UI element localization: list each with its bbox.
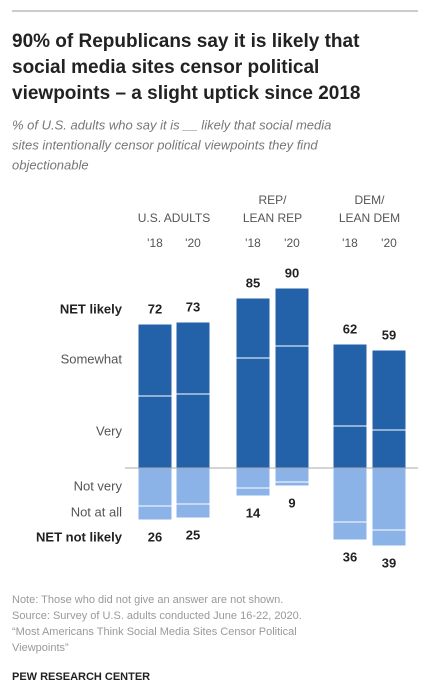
data-label: 39	[382, 555, 396, 570]
bar-segment	[371, 529, 407, 547]
bar-segment	[371, 467, 407, 531]
data-label: 9	[288, 495, 295, 510]
bar-segment	[137, 323, 173, 397]
x-tick-label: '20	[284, 236, 300, 250]
data-label: 14	[246, 505, 261, 520]
subtitle: sites intentionally censor political vie…	[12, 137, 318, 152]
chart-title: 90% of Republicans say it is likely that	[12, 31, 360, 52]
series-label: Very	[96, 423, 123, 438]
bar-segment	[175, 503, 211, 519]
data-label: 26	[148, 529, 162, 544]
series-label: Somewhat	[61, 351, 123, 366]
bar-segment	[332, 467, 368, 523]
subtitle: % of U.S. adults who say it is __ likely…	[12, 117, 331, 132]
series-label: Not very	[74, 478, 123, 493]
bar-segment	[175, 321, 211, 395]
data-label: 90	[285, 265, 299, 280]
bar-segment	[274, 481, 310, 487]
data-label: 36	[343, 549, 357, 564]
x-tick-label: '18	[245, 236, 261, 250]
note: Viewpoints”	[12, 642, 69, 654]
data-label: 59	[382, 327, 396, 342]
group-label: DEM/	[355, 193, 386, 207]
chart-title: viewpoints – a slight uptick since 2018	[12, 83, 360, 104]
bar-segment	[274, 467, 310, 483]
series-label: Not at all	[71, 504, 122, 519]
net-label: NET not likely	[36, 529, 123, 544]
bar-segment	[332, 521, 368, 541]
x-tick-label: '18	[342, 236, 358, 250]
data-label: 85	[246, 275, 260, 290]
bar-segment	[235, 297, 271, 359]
bar-segment	[274, 345, 310, 469]
net-label: NET likely	[60, 301, 123, 316]
subtitle: objectionable	[12, 157, 89, 172]
bar-segment	[371, 349, 407, 431]
note: Note: Those who did not give an answer a…	[12, 594, 283, 606]
bar-segment	[371, 429, 407, 469]
data-label: 25	[186, 527, 200, 542]
group-label: LEAN REP	[243, 211, 302, 225]
bar-segment	[235, 357, 271, 469]
bar-segment	[332, 425, 368, 469]
x-tick-label: '18	[147, 236, 163, 250]
bar-segment	[235, 487, 271, 497]
bar-segment	[137, 505, 173, 521]
bar-segment	[137, 395, 173, 469]
x-tick-label: '20	[185, 236, 201, 250]
bar-segment	[175, 393, 211, 469]
bar-segment	[175, 467, 211, 505]
data-label: 62	[343, 321, 357, 336]
chart-title: social media sites censor political	[12, 57, 319, 78]
bar-segment	[332, 343, 368, 427]
bar-segment	[137, 467, 173, 507]
bar-segment	[274, 287, 310, 347]
note: Source: Survey of U.S. adults conducted …	[12, 610, 302, 622]
x-tick-label: '20	[381, 236, 397, 250]
note: “Most Americans Think Social Media Sites…	[12, 626, 297, 638]
data-label: 73	[186, 299, 200, 314]
group-label: LEAN DEM	[339, 211, 400, 225]
group-label: REP/	[258, 193, 287, 207]
group-label: U.S. ADULTS	[138, 211, 210, 225]
bar-segment	[235, 467, 271, 489]
source: PEW RESEARCH CENTER	[12, 671, 150, 683]
data-label: 72	[148, 301, 162, 316]
